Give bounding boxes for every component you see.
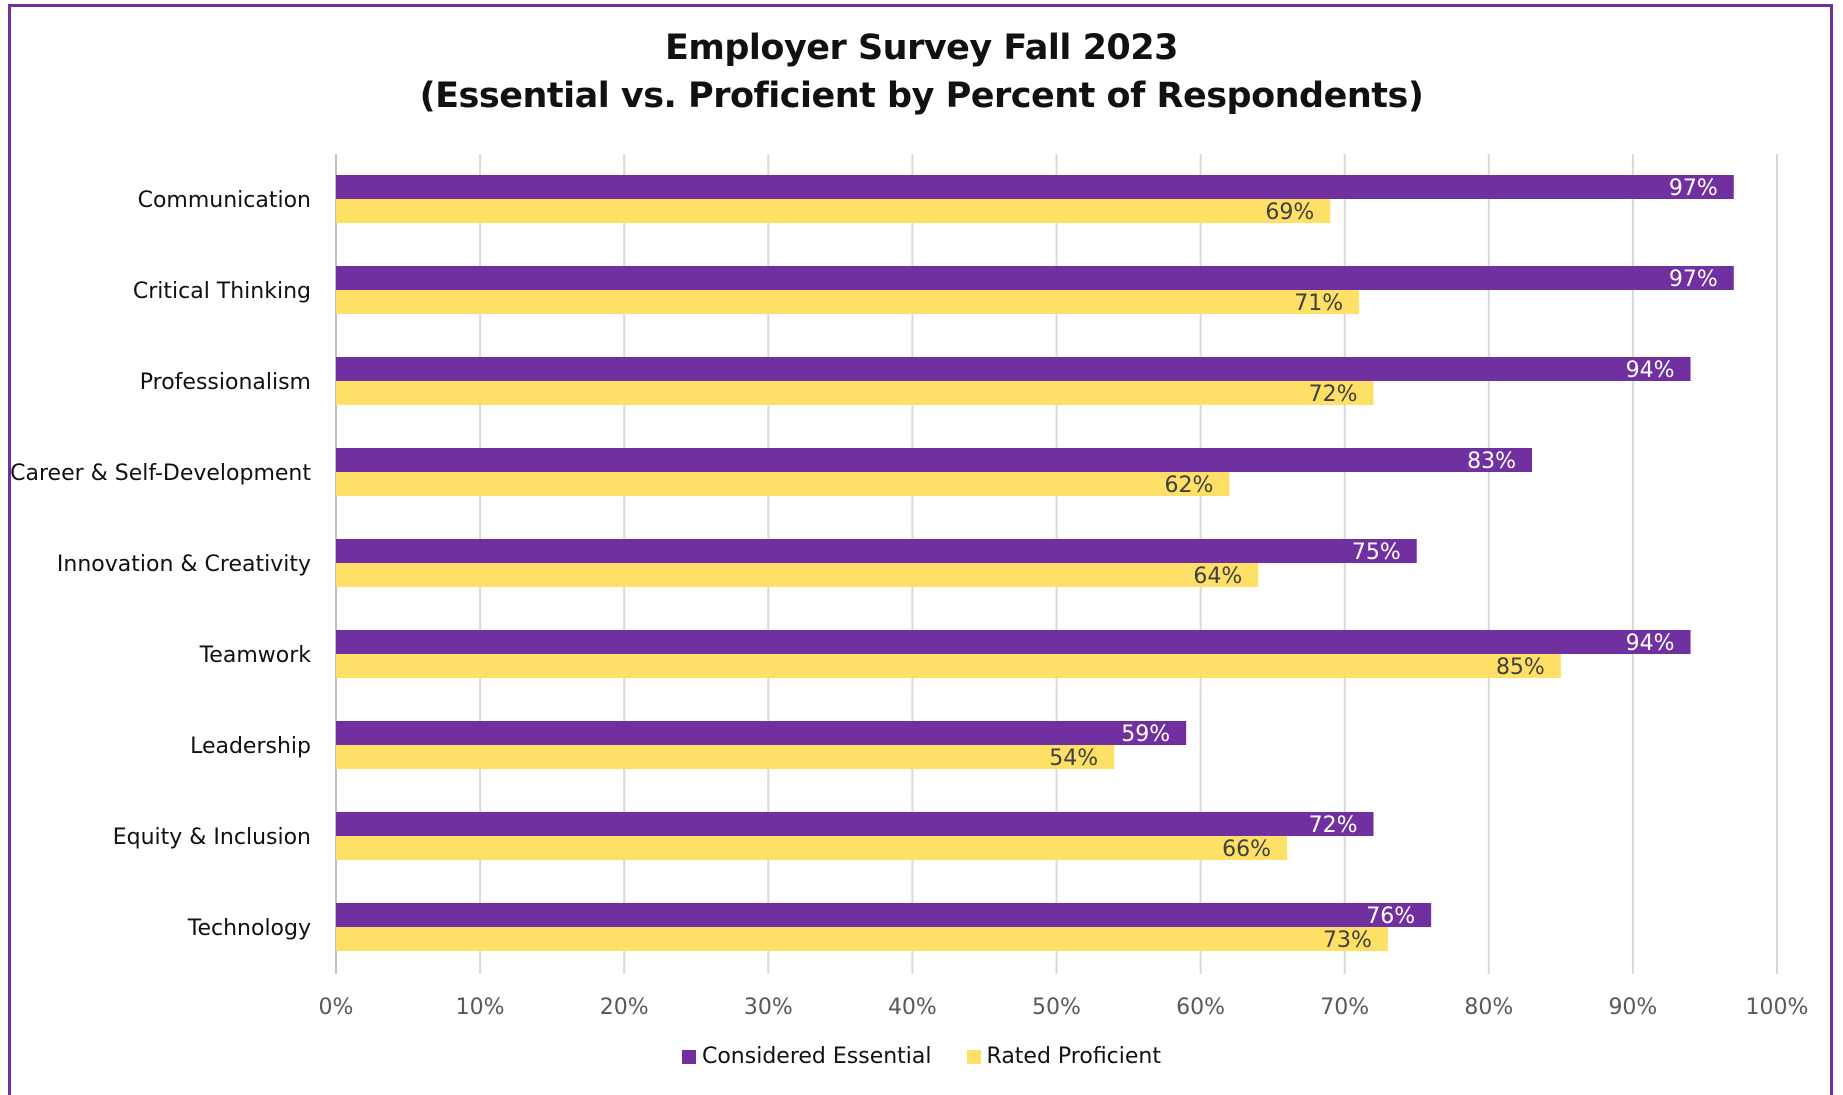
bar-essential: [336, 266, 1734, 290]
bar-essential: [336, 812, 1374, 836]
bar-proficient: [336, 381, 1374, 405]
bar-proficient: [336, 290, 1360, 314]
x-tick-label: 0%: [319, 995, 354, 1020]
bar-proficient: [336, 472, 1230, 496]
bar-essential: [336, 175, 1734, 199]
category-label: Teamwork: [199, 643, 312, 668]
legend-label-proficient: Rated Proficient: [986, 1044, 1161, 1069]
x-tick-label: 70%: [1320, 995, 1369, 1020]
legend-swatch-essential: [681, 1049, 696, 1064]
category-label: Equity & Inclusion: [113, 825, 311, 850]
data-label-essential: 94%: [1626, 631, 1675, 656]
data-label-essential: 76%: [1366, 904, 1415, 929]
x-tick-label: 20%: [600, 995, 649, 1020]
x-tick-label: 30%: [744, 995, 793, 1020]
bar-proficient: [336, 927, 1388, 951]
bar-proficient: [336, 654, 1561, 678]
bar-essential: [336, 539, 1417, 563]
category-label: Leadership: [190, 734, 311, 759]
chart-title-line1: Employer Survey Fall 2023: [665, 28, 1178, 68]
category-label: Innovation & Creativity: [57, 552, 311, 577]
data-label-proficient: 85%: [1496, 655, 1545, 680]
bar-proficient: [336, 745, 1115, 769]
x-tick-label: 10%: [456, 995, 505, 1020]
chart-title: Employer Survey Fall 2023 (Essential vs.…: [0, 24, 1843, 120]
data-label-essential: 83%: [1467, 449, 1516, 474]
category-label: Communication: [138, 188, 311, 213]
legend-swatch-proficient: [966, 1049, 981, 1064]
data-label-proficient: 66%: [1222, 837, 1271, 862]
bar-proficient: [336, 199, 1331, 223]
bar-essential: [336, 721, 1187, 745]
data-label-essential: 59%: [1121, 722, 1170, 747]
x-tick-label: 100%: [1746, 995, 1809, 1020]
category-label: Technology: [187, 916, 311, 941]
x-tick-label: 90%: [1608, 995, 1657, 1020]
data-label-proficient: 72%: [1309, 382, 1358, 407]
data-label-essential: 72%: [1309, 813, 1358, 838]
data-label-proficient: 54%: [1049, 746, 1098, 771]
legend: Considered Essential Rated Proficient: [0, 1044, 1843, 1070]
data-label-proficient: 71%: [1294, 291, 1343, 316]
legend-item-essential: Considered Essential: [681, 1044, 932, 1069]
category-label: Professionalism: [140, 370, 311, 395]
bar-essential: [336, 903, 1432, 927]
data-label-proficient: 62%: [1165, 473, 1214, 498]
x-tick-label: 60%: [1176, 995, 1225, 1020]
legend-item-proficient: Rated Proficient: [966, 1044, 1161, 1069]
bar-proficient: [336, 836, 1288, 860]
x-tick-label: 50%: [1032, 995, 1081, 1020]
data-label-essential: 94%: [1626, 358, 1675, 383]
legend-label-essential: Considered Essential: [701, 1044, 932, 1069]
x-tick-label: 80%: [1464, 995, 1513, 1020]
bar-essential: [336, 357, 1691, 381]
data-label-essential: 75%: [1352, 540, 1401, 565]
x-tick-label: 40%: [888, 995, 937, 1020]
data-label-proficient: 69%: [1265, 200, 1314, 225]
data-label-essential: 97%: [1669, 176, 1718, 201]
bar-proficient: [336, 563, 1259, 587]
data-label-essential: 97%: [1669, 267, 1718, 292]
data-label-proficient: 64%: [1193, 564, 1242, 589]
bar-chart: 0% 10% 20% 30% 40% 50% 60% 70% 80% 90% 100% Communi…: [10, 154, 1809, 1020]
chart-title-line2: (Essential vs. Proficient by Percent of …: [419, 76, 1424, 116]
category-label: Career & Self-Development: [10, 461, 311, 486]
bar-essential: [336, 630, 1691, 654]
category-label: Critical Thinking: [133, 279, 311, 304]
data-label-proficient: 73%: [1323, 928, 1372, 953]
bar-essential: [336, 448, 1533, 472]
